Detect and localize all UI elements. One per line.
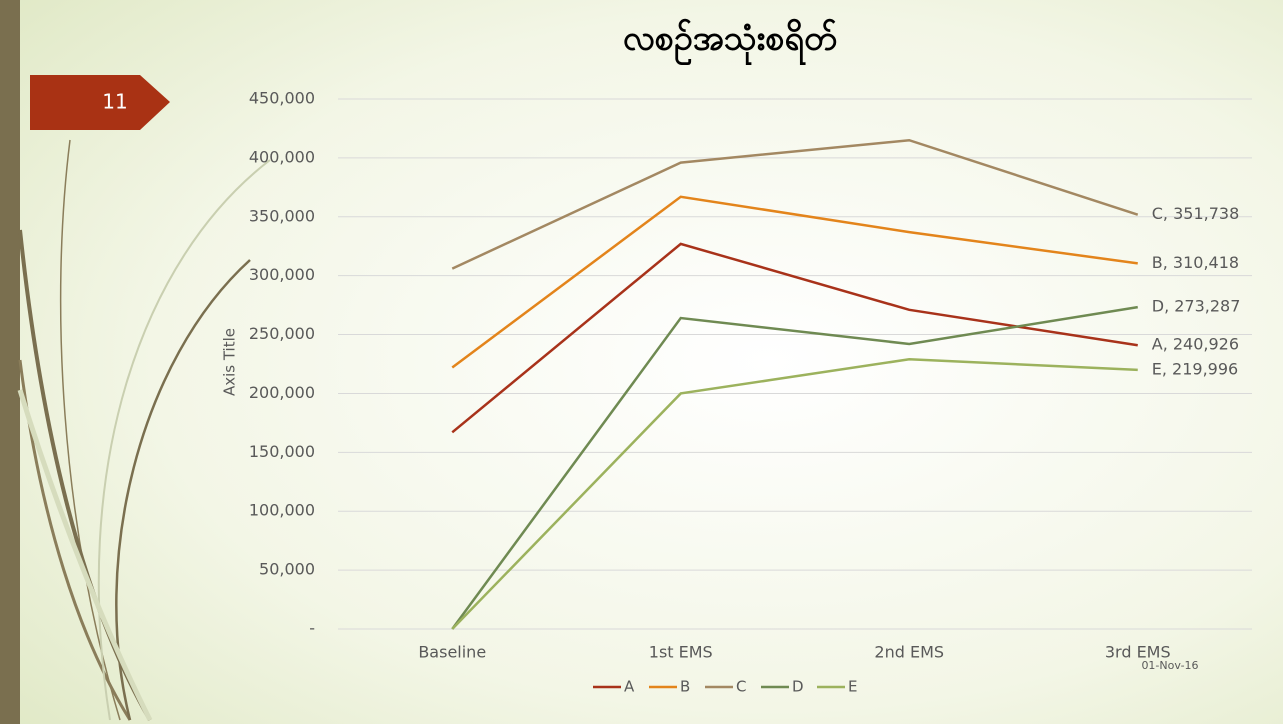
- decoration: [17, 139, 271, 722]
- series-line: [451, 195, 1138, 369]
- date: 01-Nov-16: [1141, 659, 1198, 672]
- y-tick-label: 250,000: [249, 324, 315, 343]
- data-label: E, 219,996: [1152, 359, 1238, 378]
- data-label: D, 273,287: [1152, 297, 1241, 316]
- x-tick-label: 3rd EMS: [1105, 643, 1171, 662]
- legend-label: E: [848, 678, 857, 696]
- slide-number: 11: [102, 90, 127, 114]
- legend-label: B: [680, 678, 690, 696]
- series-line: [451, 305, 1138, 630]
- legend-label: A: [624, 678, 635, 696]
- y-tick-label: 200,000: [249, 383, 315, 402]
- y-tick-label: 300,000: [249, 265, 315, 284]
- y-tick-label: 150,000: [249, 442, 315, 461]
- series-line: [451, 358, 1138, 630]
- side-bar: [0, 0, 20, 724]
- y-tick-label: 50,000: [259, 560, 315, 579]
- chart-title: လစဉ်အသုံးစရိတ်: [623, 19, 837, 66]
- slide-number-banner: [30, 75, 170, 130]
- y-axis-title: Axis Title: [221, 328, 239, 396]
- data-label: C, 351,738: [1152, 204, 1240, 223]
- y-tick-label: 100,000: [249, 501, 315, 520]
- legend-label: D: [792, 678, 804, 696]
- x-tick-label: Baseline: [418, 643, 486, 662]
- x-tick-label: 1st EMS: [649, 643, 713, 662]
- series-line: [451, 242, 1138, 434]
- y-tick-label: 350,000: [249, 206, 315, 225]
- y-tick-label: 400,000: [249, 147, 315, 166]
- data-label: B, 310,418: [1152, 253, 1239, 272]
- y-tick-label: -: [309, 619, 315, 638]
- data-label: A, 240,926: [1152, 335, 1239, 354]
- legend-label: C: [736, 678, 746, 696]
- series-line: [451, 138, 1139, 270]
- y-tick-label: 450,000: [249, 89, 315, 108]
- x-tick-label: 2nd EMS: [874, 643, 944, 662]
